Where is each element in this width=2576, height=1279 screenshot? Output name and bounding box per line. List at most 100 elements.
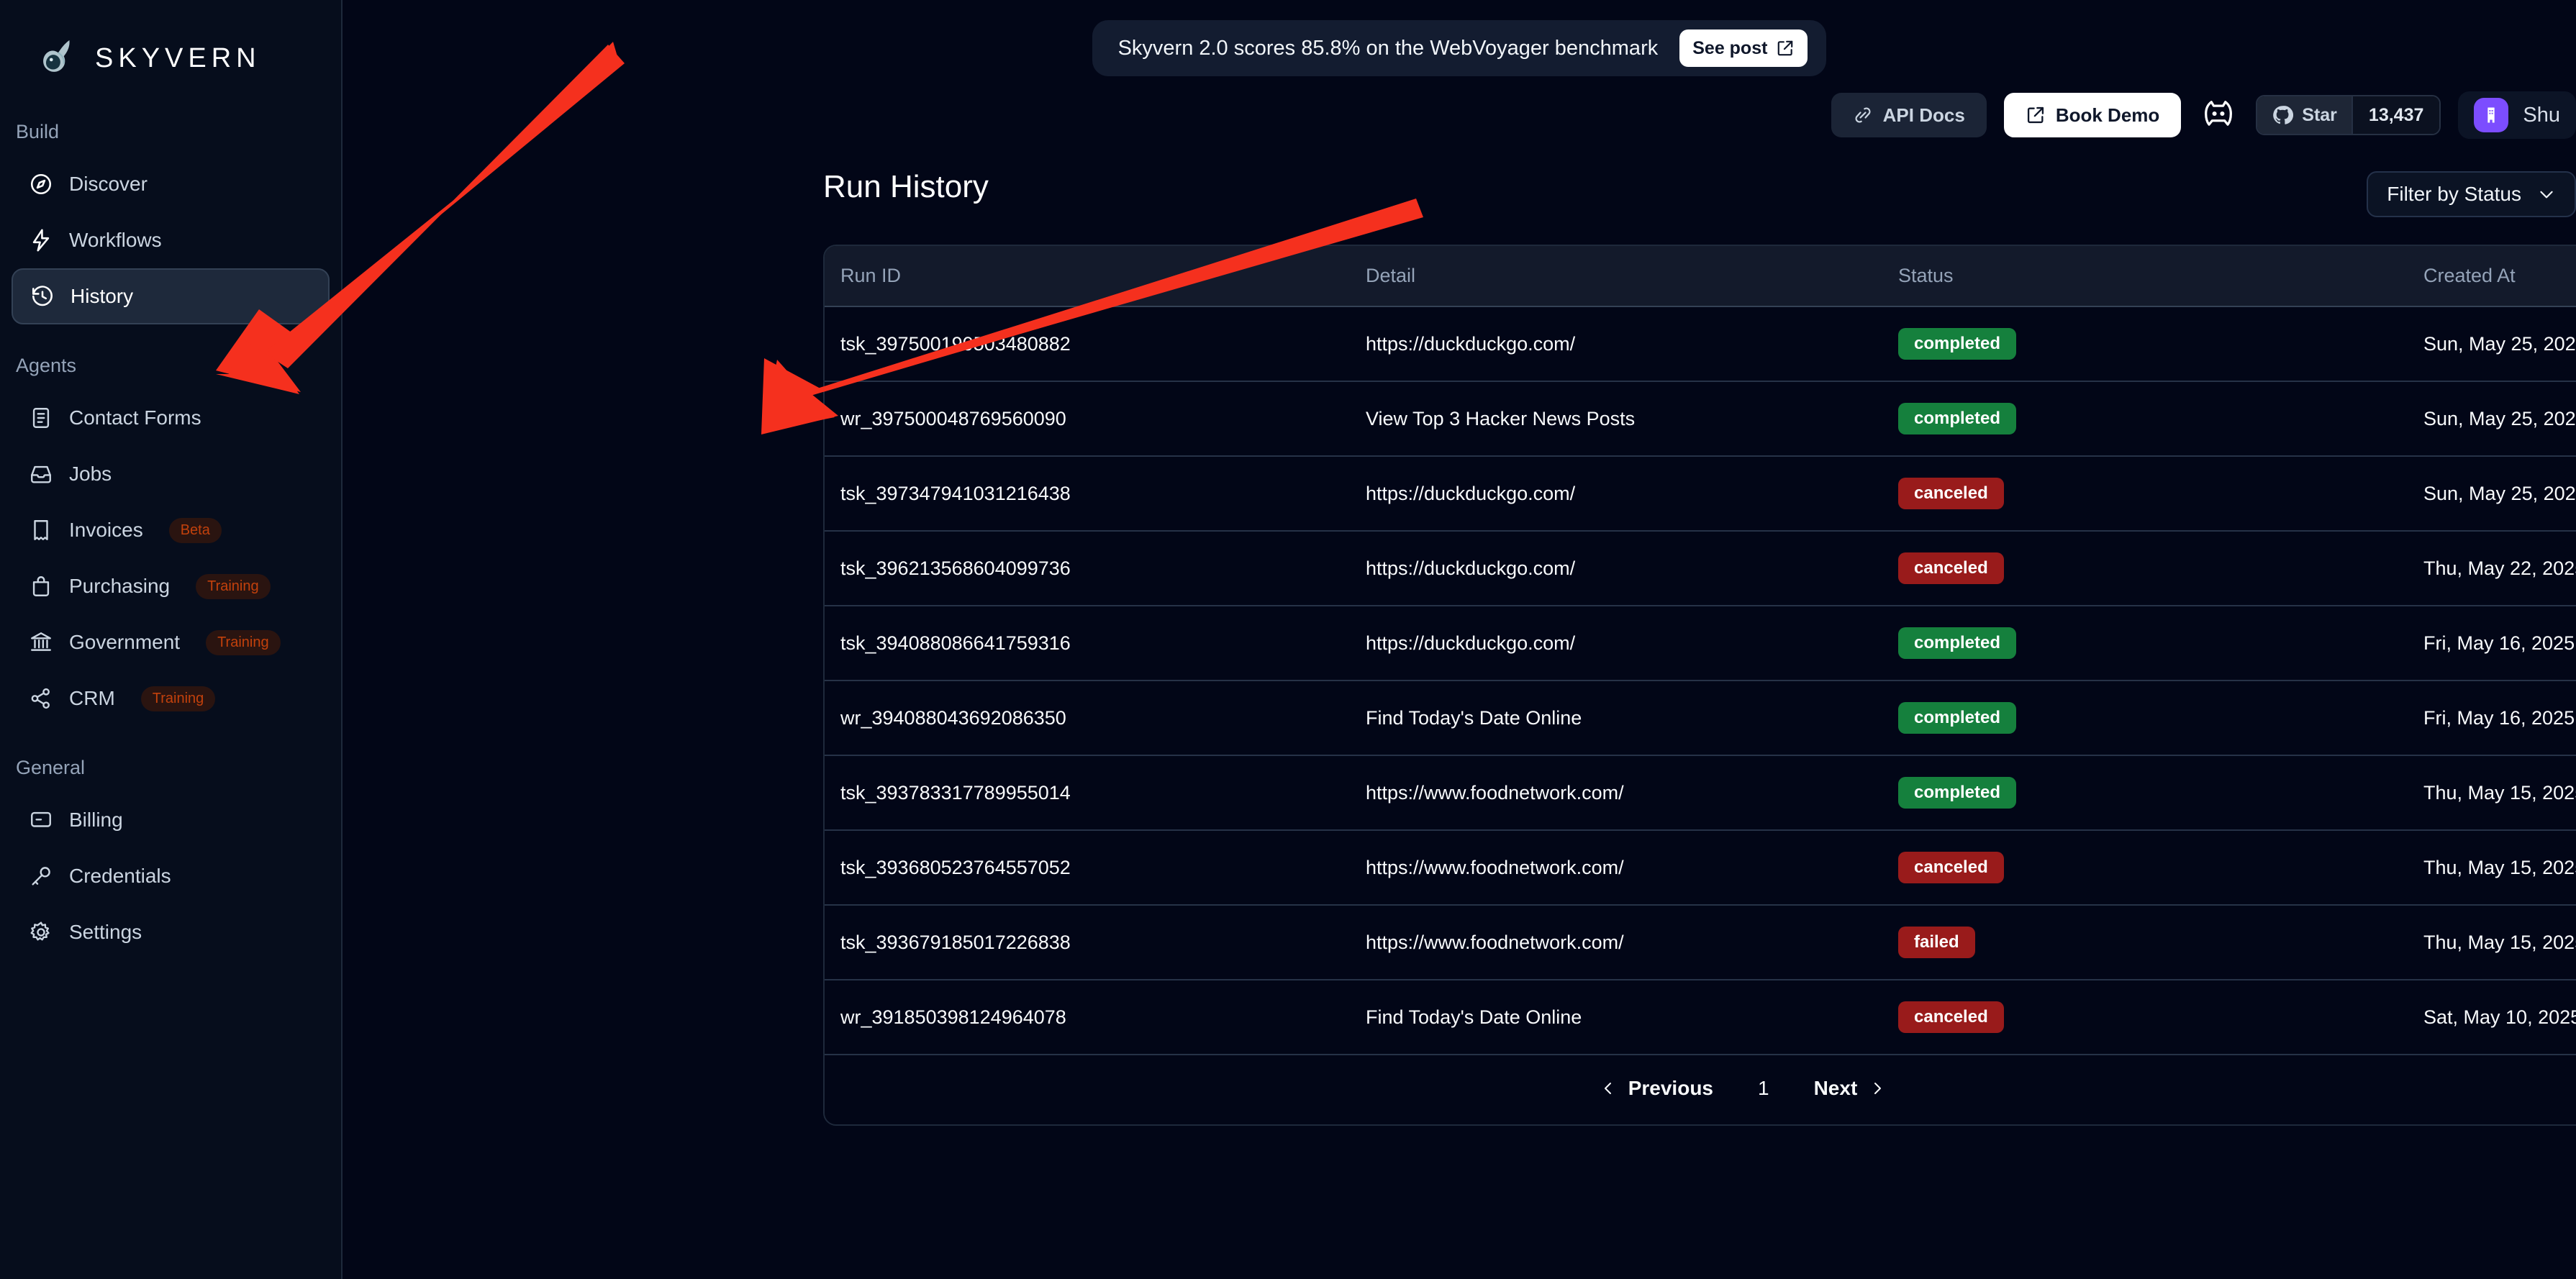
page-title: Run History [823,169,989,204]
cell-status: canceled [1882,980,2408,1055]
discord-button[interactable] [2198,95,2239,135]
sidebar-item-label: Government [69,631,181,653]
sidebar-item-discover[interactable]: Discover [12,156,330,212]
pagination: Previous 1 Next [825,1055,2576,1124]
table-row[interactable]: tsk_397347941031216438 https://duckduckgo… [825,456,2576,532]
github-star-count: 13,437 [2351,96,2440,134]
brand-logo[interactable]: SKYVERN [0,26,341,91]
table-row[interactable]: wr_397500048769560090 View Top 3 Hacker N… [825,381,2576,457]
chevron-left-icon [1600,1080,1617,1097]
filter-by-status-label: Filter by Status [2387,183,2521,205]
sidebar-item-crm[interactable]: CRM Training [12,670,330,727]
status-badge: completed [1898,403,2017,434]
table-header: Run ID Detail Status Created At [825,246,2576,307]
table-row[interactable]: tsk_393679185017226838 https://www.foodne… [825,905,2576,980]
cell-run-id: tsk_393679185017226838 [825,905,1350,980]
sidebar-item-settings[interactable]: Settings [12,904,330,960]
cell-run-id: tsk_393783317789955014 [825,755,1350,831]
sidebar-item-history[interactable]: History [12,268,330,324]
run-history-table-container: Run ID Detail Status Created At tsk_3975… [823,245,2576,1126]
sidebar-item-workflows[interactable]: Workflows [12,212,330,268]
organization-switcher[interactable]: Shu [2458,91,2576,139]
column-header-detail: Detail [1350,246,1882,307]
chevron-down-icon [2537,185,2556,204]
sidebar-item-invoices[interactable]: Invoices Beta [12,502,330,558]
lightning-icon [29,228,53,252]
table-row[interactable]: tsk_393680523764557052 https://www.foodne… [825,830,2576,906]
api-docs-button[interactable]: API Docs [1831,93,1987,137]
cell-status: canceled [1882,830,2408,906]
cell-created-at: Sun, May 25, 2025 at 9:23:12 PM [2408,381,2576,457]
bank-icon [29,630,53,655]
badge-training: Training [206,629,281,655]
badge-training: Training [196,573,271,599]
table-row[interactable]: tsk_396213568604099736 https://duckduckgo… [825,531,2576,606]
book-demo-button[interactable]: Book Demo [2003,93,2182,137]
cell-created-at: Thu, May 15, 2025 at 2:16:18 PM [2408,905,2576,980]
sidebar-item-label: Settings [69,921,142,943]
sidebar-item-label: Workflows [69,229,162,251]
cell-detail: View Top 3 Hacker News Posts [1350,381,1882,457]
history-clock-icon [30,284,55,309]
see-post-button[interactable]: See post [1679,29,1808,67]
table-row[interactable]: wr_394088043692086350 Find Today's Date O… [825,681,2576,756]
github-icon [2272,104,2294,126]
badge-beta: Beta [168,517,222,543]
sidebar-item-label: CRM [69,687,115,709]
table-row[interactable]: tsk_397500190503480882 https://duckduckgo… [825,306,2576,382]
cell-status: canceled [1882,456,2408,532]
cell-created-at: Sat, May 10, 2025 at 3:59:40 PM [2408,980,2576,1055]
status-badge: canceled [1898,478,2004,509]
discord-icon [2200,95,2237,136]
api-docs-label: API Docs [1882,104,1965,126]
cell-run-id: tsk_397347941031216438 [825,456,1350,532]
cell-created-at: Sun, May 25, 2025 at 9:23:45 PM [2408,306,2576,382]
cell-created-at: Fri, May 16, 2025 at 4:42:52 PM [2408,681,2576,756]
sidebar-item-contact-forms[interactable]: Contact Forms [12,390,330,446]
sidebar-nav-general: Billing Credentials Settings [0,792,341,960]
sidebar-item-government[interactable]: Government Training [12,614,330,670]
header-actions: API Docs Book Demo [1831,91,2576,139]
sidebar-item-billing[interactable]: Billing [12,792,330,848]
cell-detail: https://duckduckgo.com/ [1350,531,1882,606]
cell-detail: Find Today's Date Online [1350,681,1882,756]
inbox-icon [29,462,53,486]
receipt-icon [29,518,53,542]
table-row[interactable]: tsk_394088086641759316 https://duckduckgo… [825,606,2576,681]
cell-status: completed [1882,606,2408,681]
status-badge: canceled [1898,852,2004,883]
share-nodes-icon [29,686,53,711]
cell-status: canceled [1882,531,2408,606]
next-page-button[interactable]: Next [1794,1077,1907,1100]
promo-banner: Skyvern 2.0 scores 85.8% on the WebVoyag… [1092,20,1827,76]
cell-detail: https://www.foodnetwork.com/ [1350,830,1882,906]
previous-page-button[interactable]: Previous [1579,1077,1733,1100]
github-star-left[interactable]: Star [2257,96,2351,134]
organization-name: Shu [2523,103,2560,127]
sidebar-item-label: Credentials [69,865,171,887]
cell-status: completed [1882,755,2408,831]
github-star-label: Star [2302,104,2337,125]
sidebar-item-jobs[interactable]: Jobs [12,446,330,502]
sidebar-item-label: Purchasing [69,575,171,597]
skyvern-dragon-icon [35,36,79,81]
cell-created-at: Thu, May 15, 2025 at 2:21:29 PM [2408,830,2576,906]
page-number[interactable]: 1 [1758,1077,1769,1099]
cell-created-at: Thu, May 22, 2025 at 10:11:00 AM [2408,531,2576,606]
cell-created-at: Thu, May 15, 2025 at 9:00:23 PM [2408,755,2576,831]
table-body: tsk_397500190503480882 https://duckduckgo… [825,306,2576,1055]
sidebar-item-purchasing[interactable]: Purchasing Training [12,558,330,614]
document-lines-icon [29,406,53,430]
sidebar-item-credentials[interactable]: Credentials [12,848,330,904]
table-header-row: Run ID Detail Status Created At [825,246,2576,307]
github-star-button[interactable]: Star 13,437 [2256,95,2441,135]
filter-by-status-dropdown[interactable]: Filter by Status [2367,171,2576,217]
sidebar-section-build: Build [16,121,60,142]
table-row[interactable]: wr_391850398124964078 Find Today's Date O… [825,980,2576,1055]
gear-icon [29,920,53,945]
cell-detail: https://duckduckgo.com/ [1350,606,1882,681]
book-demo-label: Book Demo [2055,104,2160,126]
sidebar-item-label: Discover [69,173,148,195]
sidebar-item-label: Jobs [69,463,112,485]
table-row[interactable]: tsk_393783317789955014 https://www.foodne… [825,755,2576,831]
